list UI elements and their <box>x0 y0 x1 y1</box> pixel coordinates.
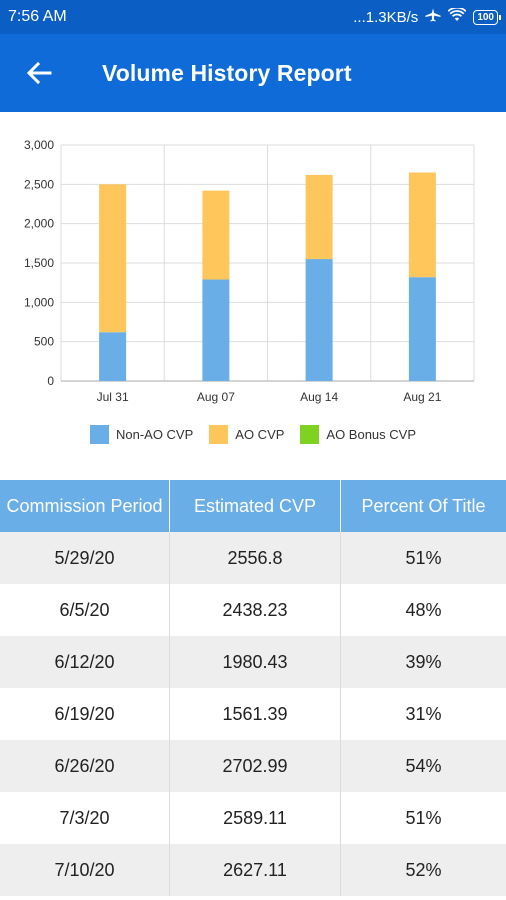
cell-period: 5/29/20 <box>0 532 170 584</box>
cell-percent: 51% <box>405 807 442 828</box>
bar-segment <box>99 184 127 333</box>
status-bar: 7:56 AM ...1.3KB/s 100 <box>0 0 506 34</box>
cell-period: 7/10/20 <box>0 844 170 896</box>
table-row[interactable]: 7/3/20 2589.11 51% <box>0 792 506 844</box>
x-tick-label: Aug 14 <box>300 390 338 404</box>
cell-cvp: 2556.8 <box>170 532 341 584</box>
airplane-icon <box>425 8 441 26</box>
cell-cvp: 1561.39 <box>170 688 341 740</box>
legend-label: AO CVP <box>235 426 285 442</box>
bar-segment <box>202 279 230 381</box>
volume-chart: 0 500 1,000 1,500 2,000 2,500 3,000 Jul 31 Aug 0… <box>0 112 506 480</box>
back-button[interactable] <box>0 34 78 112</box>
network-speed: ...1.3KB/s <box>353 8 419 26</box>
bar-segment <box>305 174 333 260</box>
y-tick-label: 1,000 <box>24 295 54 309</box>
wifi-icon <box>447 6 467 26</box>
cell-percent: 31% <box>405 703 442 724</box>
x-tick-label: Aug 21 <box>403 390 441 404</box>
y-tick-label: 500 <box>34 335 54 349</box>
x-tick-label: Jul 31 <box>97 390 129 404</box>
cell-percent: 52% <box>405 859 442 880</box>
cell-cvp: 2589.11 <box>170 792 341 844</box>
y-tick-label: 0 <box>47 374 54 388</box>
table-header: Commission Period Estimated CVP Percent … <box>0 480 506 532</box>
cell-cvp: 2438.23 <box>170 584 341 636</box>
legend-item[interactable]: AO Bonus CVP <box>300 424 417 444</box>
header-percent-of-title[interactable]: Percent Of Title <box>361 496 486 516</box>
cell-period: 6/19/20 <box>0 688 170 740</box>
cell-cvp: 2627.11 <box>170 844 341 896</box>
cell-percent: 39% <box>405 651 442 672</box>
legend-item[interactable]: AO CVP <box>209 424 285 444</box>
table-row[interactable]: 6/12/20 1980.43 39% <box>0 636 506 688</box>
legend-label: AO Bonus CVP <box>326 426 417 442</box>
battery-level: 100 <box>477 11 494 23</box>
legend-label: Non-AO CVP <box>115 426 194 442</box>
status-time: 7:56 AM <box>8 8 67 25</box>
bar-segment <box>408 172 436 278</box>
status-icons: ...1.3KB/s 100 <box>353 6 501 26</box>
table-row[interactable]: 6/26/20 2702.99 54% <box>0 740 506 792</box>
bar-segment <box>202 190 230 280</box>
y-tick-label: 3,000 <box>24 138 54 152</box>
table-row[interactable]: 5/29/20 2556.8 51% <box>0 532 506 584</box>
x-tick-label: Aug 07 <box>197 390 235 404</box>
cell-cvp: 1980.43 <box>170 636 341 688</box>
cell-period: 6/26/20 <box>0 740 170 792</box>
legend-swatch <box>300 424 320 444</box>
app-bar: Volume History Report <box>0 34 506 112</box>
header-commission-period[interactable]: Commission Period <box>0 480 170 532</box>
legend-swatch <box>209 424 229 444</box>
bar-segment <box>99 332 127 381</box>
chart-legend: Non-AO CVP AO CVP AO Bonus CVP <box>0 422 506 446</box>
commission-table: Commission Period Estimated CVP Percent … <box>0 480 506 896</box>
legend-swatch <box>89 424 109 444</box>
y-tick-label: 2,500 <box>24 177 54 191</box>
legend-item[interactable]: Non-AO CVP <box>89 424 194 444</box>
page-title: Volume History Report <box>102 59 352 86</box>
cell-percent: 54% <box>405 755 442 776</box>
cell-period: 6/5/20 <box>0 584 170 636</box>
cell-percent: 51% <box>405 547 442 568</box>
bar-segment <box>408 277 436 381</box>
back-arrow-icon <box>26 61 52 85</box>
y-tick-label: 1,500 <box>24 256 54 270</box>
table-row[interactable]: 6/19/20 1561.39 31% <box>0 688 506 740</box>
y-tick-label: 2,000 <box>24 217 54 231</box>
stacked-bar-chart: 0 500 1,000 1,500 2,000 2,500 3,000 Jul 31 Aug 0… <box>24 138 475 404</box>
battery-icon: 100 <box>473 9 501 25</box>
table-row[interactable]: 7/10/20 2627.11 52% <box>0 844 506 896</box>
header-estimated-cvp[interactable]: Estimated CVP <box>170 480 341 532</box>
cell-percent: 48% <box>405 599 442 620</box>
cell-cvp: 2702.99 <box>170 740 341 792</box>
cell-period: 7/3/20 <box>0 792 170 844</box>
table-row[interactable]: 6/5/20 2438.23 48% <box>0 584 506 636</box>
bar-segment <box>305 259 333 381</box>
cell-period: 6/12/20 <box>0 636 170 688</box>
